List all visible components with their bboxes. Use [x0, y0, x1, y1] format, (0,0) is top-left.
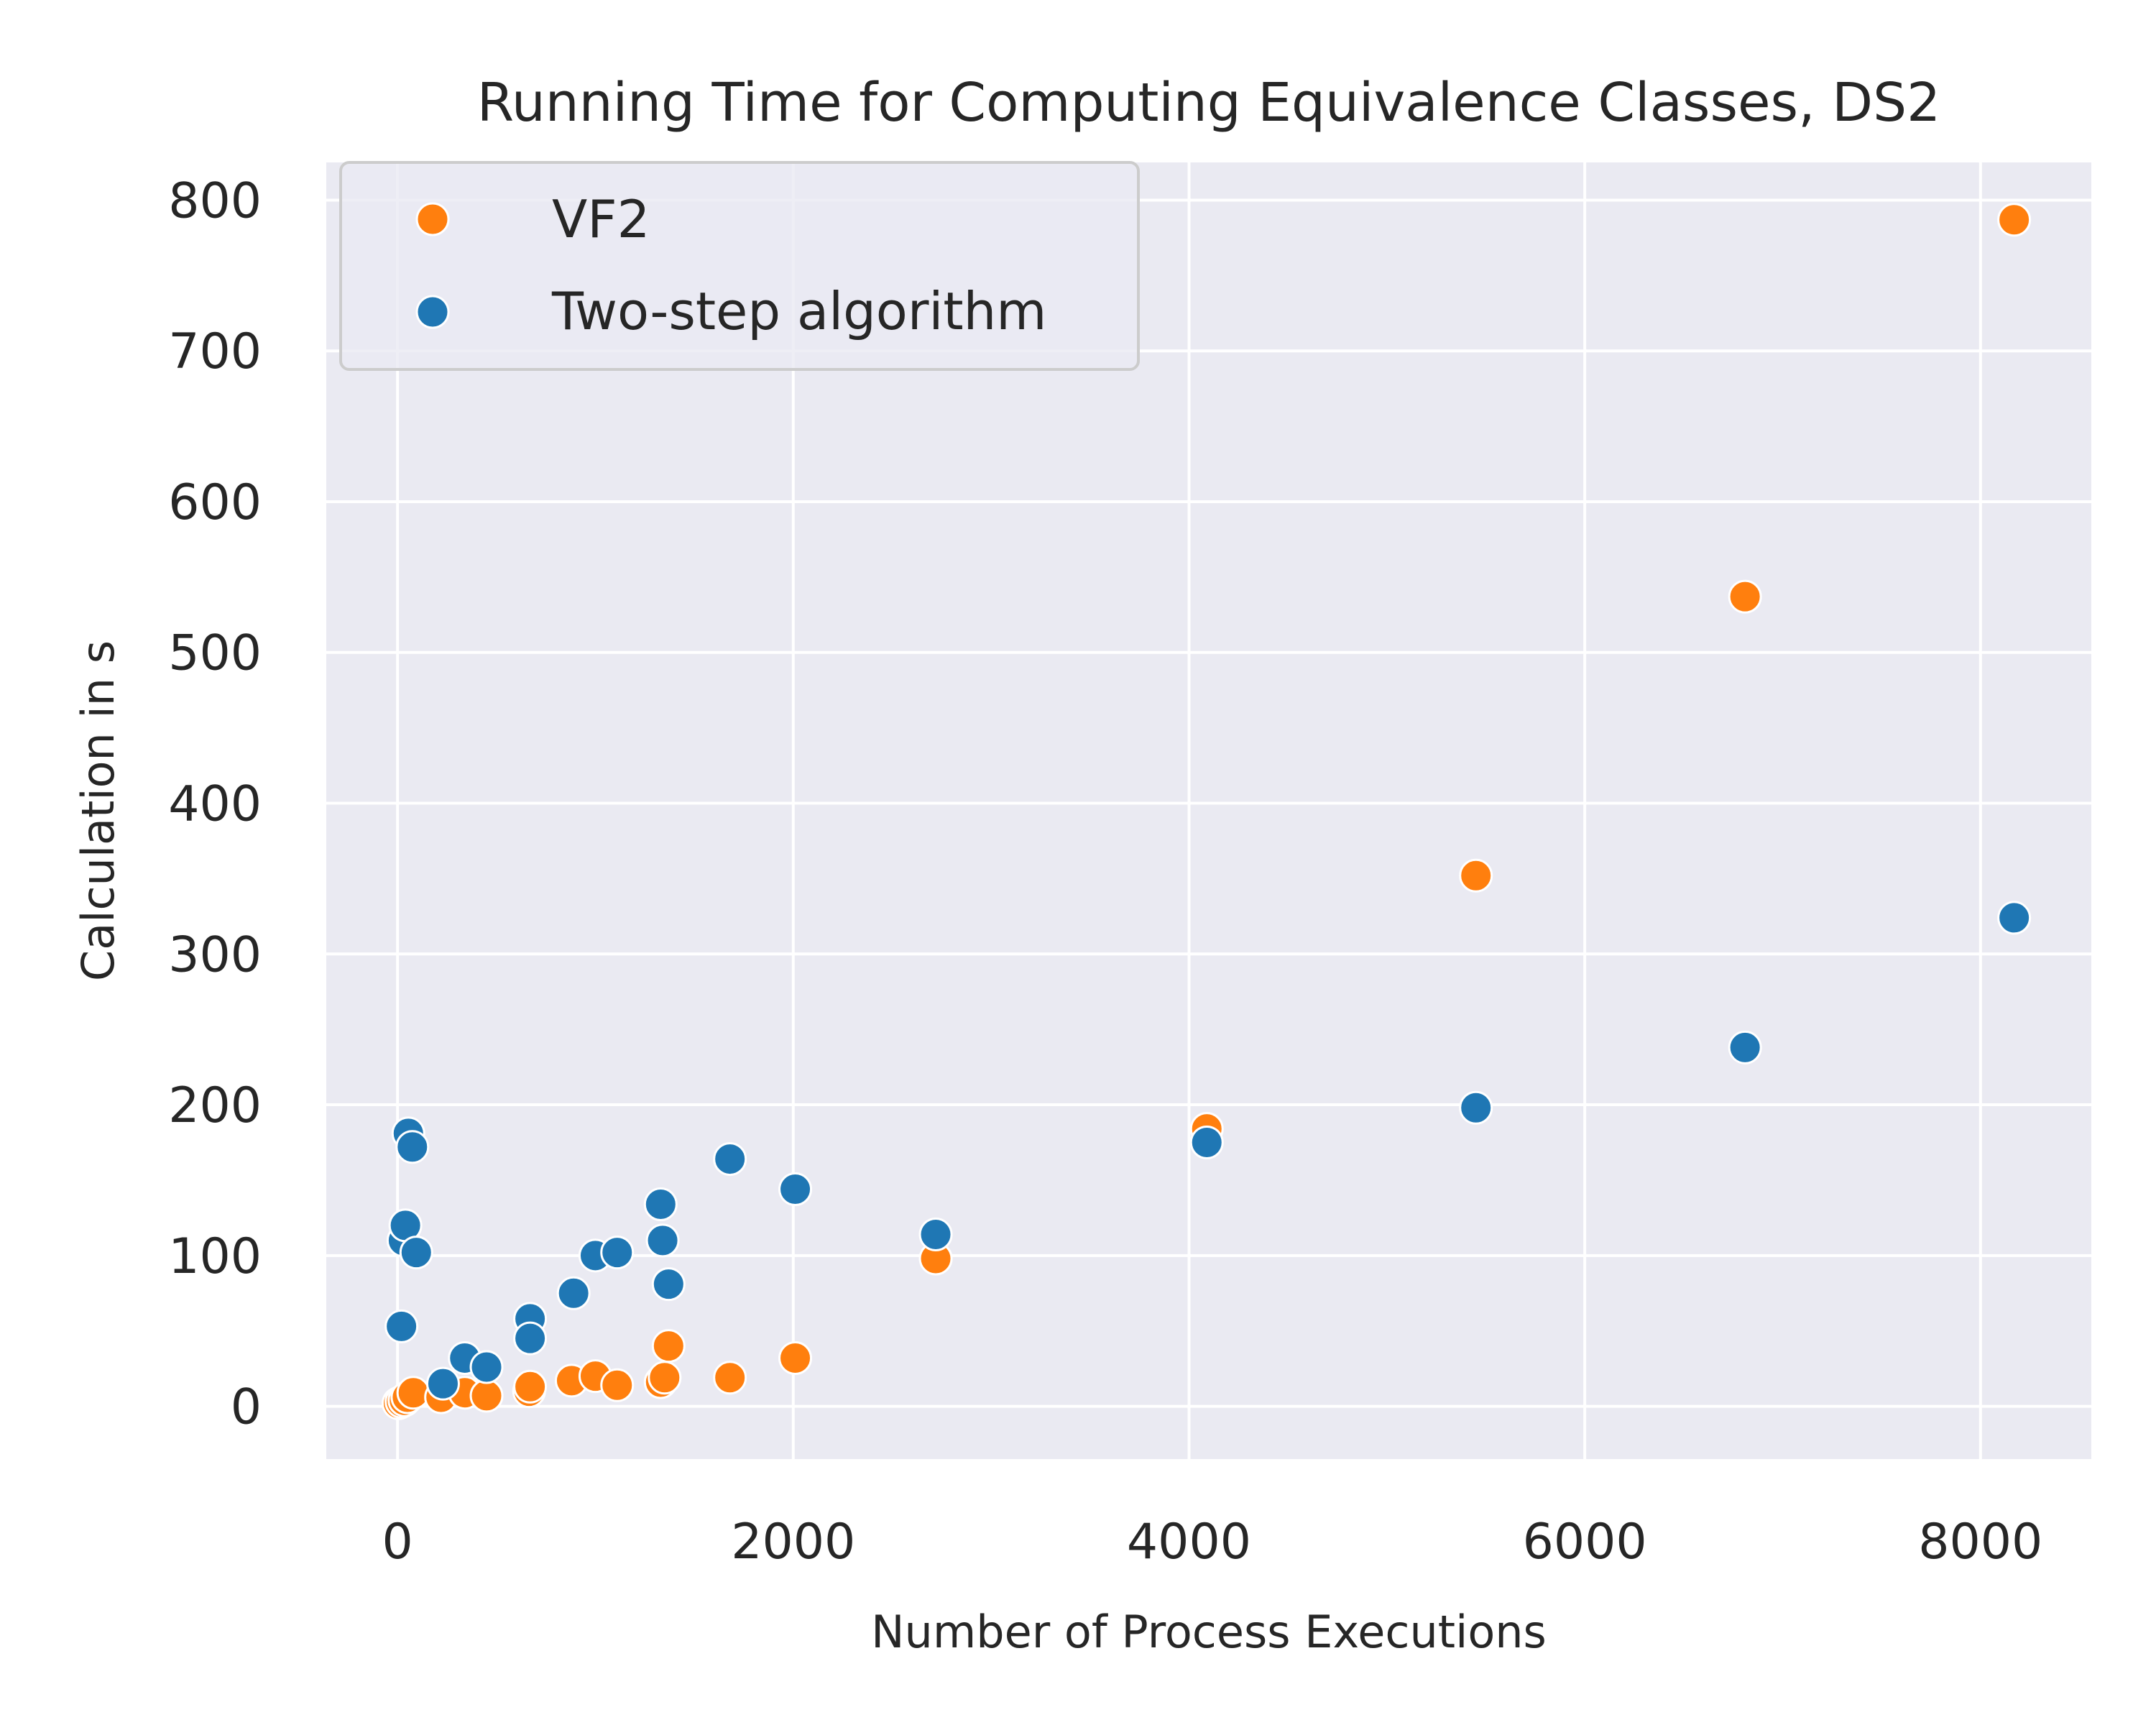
data-points [381, 203, 2032, 1420]
point-vf2 [648, 1361, 682, 1395]
point-vf2 [396, 1376, 430, 1410]
point-two-step-algorithm [643, 1187, 678, 1221]
point-vf2 [1459, 858, 1493, 893]
point-vf2 [651, 1329, 686, 1363]
point-two-step-algorithm [918, 1217, 953, 1251]
point-vf2 [1997, 203, 2032, 237]
point-vf2 [513, 1369, 548, 1404]
y-tick-label: 100 [168, 1228, 262, 1285]
point-two-step-algorithm [469, 1350, 504, 1384]
x-tick-label: 2000 [731, 1514, 855, 1570]
point-two-step-algorithm [1459, 1090, 1493, 1125]
point-vf2 [1728, 579, 1762, 614]
point-two-step-algorithm [600, 1236, 635, 1270]
legend-label-vf2: VF2 [552, 189, 650, 249]
legend-label-two-step: Two-step algorithm [551, 281, 1046, 341]
tick-labels: 0 2000 4000 6000 8000 0 100 200 300 400 500 600 700 8… [168, 172, 2042, 1570]
point-vf2 [713, 1361, 747, 1395]
x-tick-label: 4000 [1127, 1514, 1251, 1570]
legend-marker-vf2 [415, 202, 450, 236]
y-tick-label: 200 [168, 1077, 262, 1134]
point-vf2 [778, 1340, 813, 1375]
y-tick-label: 500 [168, 625, 262, 682]
point-two-step-algorithm [778, 1172, 813, 1207]
point-two-step-algorithm [425, 1366, 460, 1401]
point-two-step-algorithm [1728, 1030, 1762, 1064]
gridlines [326, 162, 2091, 1459]
point-two-step-algorithm [1997, 901, 2032, 935]
point-two-step-algorithm [1189, 1125, 1224, 1159]
y-tick-label: 800 [168, 172, 262, 229]
point-two-step-algorithm [513, 1321, 548, 1356]
y-tick-label: 300 [168, 926, 262, 983]
point-two-step-algorithm [651, 1267, 686, 1302]
point-vf2 [600, 1368, 635, 1402]
legend-box [339, 161, 1140, 371]
x-tick-label: 0 [382, 1514, 413, 1570]
y-tick-label: 0 [231, 1379, 262, 1436]
point-two-step-algorithm [399, 1236, 433, 1270]
y-tick-label: 400 [168, 776, 262, 833]
x-axis-label: Number of Process Executions [871, 1606, 1547, 1658]
x-tick-label: 8000 [1918, 1514, 2042, 1570]
point-vf2 [469, 1379, 504, 1413]
x-tick-label: 6000 [1523, 1514, 1647, 1570]
legend-marker-two-step [415, 295, 450, 329]
point-two-step-algorithm [645, 1223, 680, 1258]
y-tick-label: 600 [168, 474, 262, 531]
point-two-step-algorithm [713, 1142, 747, 1177]
point-two-step-algorithm [556, 1276, 591, 1310]
chart-title: Running Time for Computing Equivalence C… [477, 72, 1940, 134]
y-tick-label: 700 [168, 323, 262, 380]
y-axis-label: Calculation in s [72, 640, 124, 981]
point-two-step-algorithm [395, 1130, 430, 1164]
point-two-step-algorithm [384, 1309, 419, 1343]
legend: VF2 Two-step algorithm [339, 161, 1140, 371]
